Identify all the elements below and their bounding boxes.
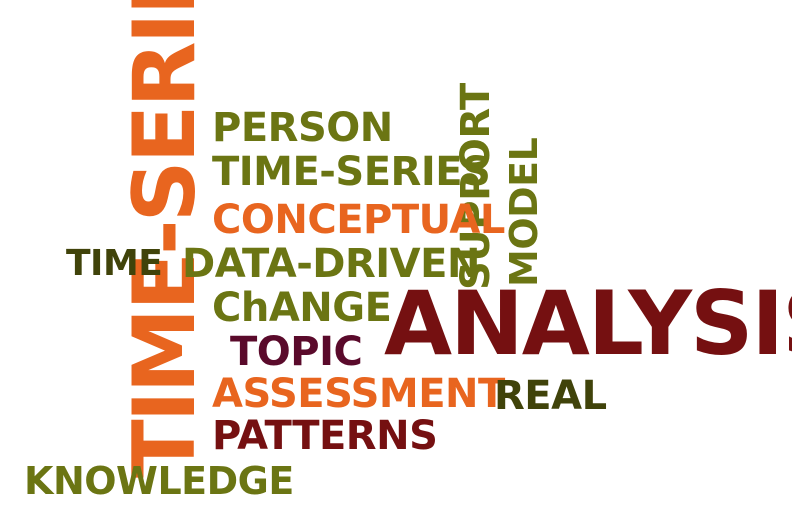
word-real: REAL	[494, 373, 607, 419]
word-person: PERSON	[212, 105, 393, 151]
word-data-driven: DATA-DRIVEN	[182, 241, 480, 287]
word-assessment: ASSESSMENT	[212, 371, 505, 417]
word-time-series-large: TIME-SERIES	[115, 0, 215, 478]
word-topic: TOPIC	[230, 329, 363, 375]
word-time: TIME	[66, 243, 163, 284]
word-time-series: TIME-SERIES	[212, 149, 491, 195]
word-patterns: PATTERNS	[212, 413, 438, 459]
word-model: MODEL	[502, 137, 546, 287]
word-knowledge: KNOWLEDGE	[24, 459, 294, 503]
word-conceptual: CONCEPTUAL	[212, 197, 505, 243]
word-change: ChANGE	[212, 285, 392, 331]
word-analysis: ANALYSIS	[384, 272, 792, 375]
